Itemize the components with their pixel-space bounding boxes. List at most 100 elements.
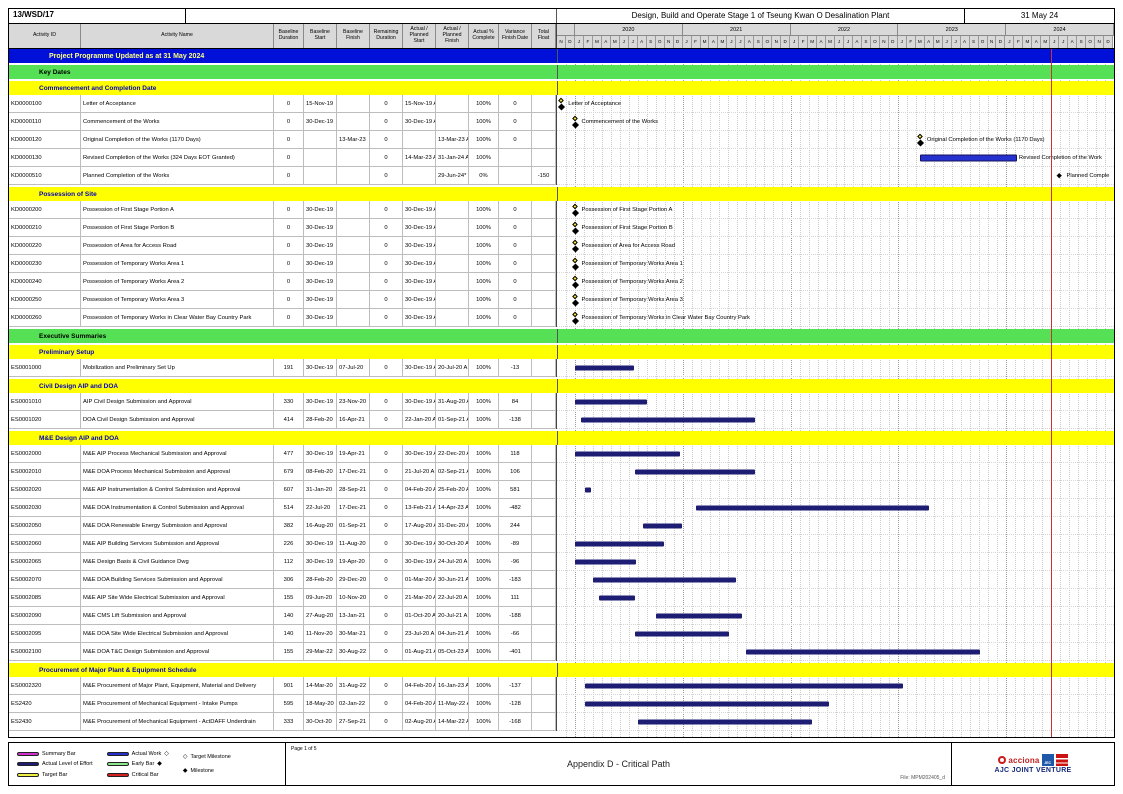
cell-activity-id: ES0002320: [9, 677, 81, 695]
cell-total-float: [532, 677, 556, 695]
cell-actual-pct-complete: 100%: [469, 625, 499, 643]
cell-variance-finish-date: 0: [499, 273, 532, 291]
month-gridline: [934, 49, 936, 737]
cell-baseline-finish: 01-Sep-21: [337, 517, 370, 535]
section-band: Civil Design AIP and DOA: [9, 379, 1114, 393]
cell-actual-planned-finish: [436, 255, 469, 273]
gantt-bar: [920, 154, 1017, 161]
cell-total-float: [532, 643, 556, 661]
cell-baseline-duration: 140: [274, 625, 304, 643]
cell-baseline-duration: 595: [274, 695, 304, 713]
table-row-cells: KD0000510 Planned Completion of the Works…: [9, 167, 557, 185]
cell-actual-planned-finish: [436, 291, 469, 309]
cell-activity-name: Possession of Temporary Works Area 2: [81, 273, 274, 291]
cell-remaining-duration: 0: [370, 535, 403, 553]
gantt-bar: [695, 505, 930, 510]
sheet-header: 13/WSD/17 Design, Build and Operate Stag…: [9, 9, 1114, 24]
cell-remaining-duration: 0: [370, 589, 403, 607]
cell-actual-planned-finish: [436, 201, 469, 219]
cell-baseline-finish: 29-Dec-20: [337, 571, 370, 589]
cell-actual-planned-start: 30-Dec-19 A: [403, 255, 436, 273]
cell-baseline-finish: [337, 273, 370, 291]
cell-baseline-start: 30-Dec-19: [304, 201, 337, 219]
gantt-bar: [634, 469, 755, 474]
cell-activity-id: ES0002030: [9, 499, 81, 517]
month-gridline: [1060, 49, 1062, 737]
milestone-label: Possession of Temporary Works Area 1: [581, 260, 683, 267]
milestone-label: Possession of Temporary Works Area 2: [581, 278, 683, 285]
timeline-month: J: [942, 36, 952, 48]
month-gridline: [1033, 49, 1035, 737]
cell-total-float: [532, 113, 556, 131]
gantt-row: [557, 589, 1114, 607]
milestone-label: Possession of First Stage Portion A: [581, 206, 673, 213]
cell-variance-finish-date: -183: [499, 571, 532, 589]
timeline-month: J: [1059, 36, 1069, 48]
gantt-row: [557, 517, 1114, 535]
timeline-year: 2023: [898, 24, 1007, 36]
milestone-icon: [572, 294, 579, 305]
month-gridline: [1087, 49, 1089, 737]
legend-label: Critical Bar: [131, 771, 159, 778]
month-gridline: [880, 49, 882, 737]
cell-baseline-start: 30-Dec-19: [304, 255, 337, 273]
gantt-row: [557, 411, 1114, 429]
cell-baseline-duration: 112: [274, 553, 304, 571]
cell-baseline-start: 30-Dec-19: [304, 309, 337, 327]
legend-item: Actual Work ◇: [106, 750, 169, 757]
cell-variance-finish-date: -482: [499, 499, 532, 517]
cell-actual-planned-finish: 04-Jun-21 A: [436, 625, 469, 643]
cell-remaining-duration: 0: [370, 309, 403, 327]
cell-variance-finish-date: 111: [499, 589, 532, 607]
cell-actual-planned-start: 30-Dec-19 A: [403, 553, 436, 571]
section-band-label: Key Dates: [39, 68, 71, 76]
cell-variance-finish-date: 0: [499, 255, 532, 273]
month-gridline: [619, 49, 621, 737]
table-row: ES0002050 M&E DOA Renewable Energy Submis…: [9, 517, 1114, 535]
section-band-label: Procurement of Major Plant & Equipment S…: [39, 666, 197, 674]
cell-actual-planned-start: 30-Dec-19 A: [403, 219, 436, 237]
cell-variance-finish-date: 118: [499, 445, 532, 463]
cell-actual-pct-complete: 100%: [469, 445, 499, 463]
cell-baseline-start: 30-Dec-19: [304, 291, 337, 309]
legend-label: Actual Work: [131, 750, 162, 757]
cell-actual-planned-finish: 14-Mar-22 A: [436, 713, 469, 731]
cell-baseline-start: [304, 149, 337, 167]
table-row-cells: ES0002320 M&E Procurement of Major Plant,…: [9, 677, 557, 695]
cell-baseline-duration: 607: [274, 481, 304, 499]
table-row: ES0002320 M&E Procurement of Major Plant,…: [9, 677, 1114, 695]
cell-actual-pct-complete: 100%: [469, 481, 499, 499]
milestone-diamond-icon: ◆: [1056, 172, 1062, 179]
milestone-icon: [572, 116, 579, 127]
cell-actual-planned-finish: 30-Jun-21 A: [436, 571, 469, 589]
cell-baseline-start: 30-Dec-19: [304, 393, 337, 411]
cell-actual-planned-start: 01-Mar-20 A: [403, 571, 436, 589]
cell-actual-pct-complete: 100%: [469, 463, 499, 481]
cell-baseline-start: 11-Nov-20: [304, 625, 337, 643]
legend-milestone-icon: ◆: [182, 768, 188, 774]
timeline-month: J: [1005, 36, 1015, 48]
cell-activity-id: ES0001000: [9, 359, 81, 377]
cell-actual-pct-complete: 100%: [469, 131, 499, 149]
cell-actual-planned-finish: 20-Jul-21 A: [436, 607, 469, 625]
table-row-cells: KD0000230 Possession of Temporary Works A…: [9, 255, 557, 273]
milestone-label: Commencement of the Works: [581, 118, 659, 125]
cell-total-float: [532, 393, 556, 411]
cell-total-float: [532, 445, 556, 463]
cell-actual-planned-start: 04-Feb-20 A: [403, 695, 436, 713]
table-row: KD0000240 Possession of Temporary Works A…: [9, 273, 1114, 291]
cell-activity-name: Possession of Temporary Works Area 3: [81, 291, 274, 309]
column-header-actual-pct-complete: Actual % Complete: [469, 24, 499, 48]
legend-item: Actual Level of Effort: [17, 761, 93, 767]
gantt-row: [557, 625, 1114, 643]
document-title: Design, Build and Operate Stage 1 of Tse…: [631, 11, 890, 20]
timeline-month: N: [772, 36, 782, 48]
month-gridline: [718, 49, 720, 737]
cell-activity-name: Possession of First Stage Portion A: [81, 201, 274, 219]
cell-actual-planned-finish: 31-Aug-20 A: [436, 393, 469, 411]
cell-remaining-duration: 0: [370, 553, 403, 571]
timeline-month: D: [781, 36, 791, 48]
column-header-baseline-duration: Baseline Duration: [274, 24, 304, 48]
column-header-activity-id: Activity ID: [9, 24, 81, 48]
cell-actual-planned-start: 22-Jan-20 A: [403, 411, 436, 429]
